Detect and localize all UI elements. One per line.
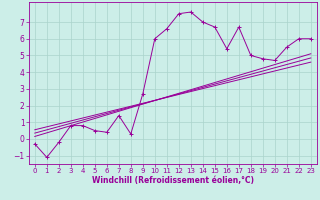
X-axis label: Windchill (Refroidissement éolien,°C): Windchill (Refroidissement éolien,°C) <box>92 176 254 185</box>
